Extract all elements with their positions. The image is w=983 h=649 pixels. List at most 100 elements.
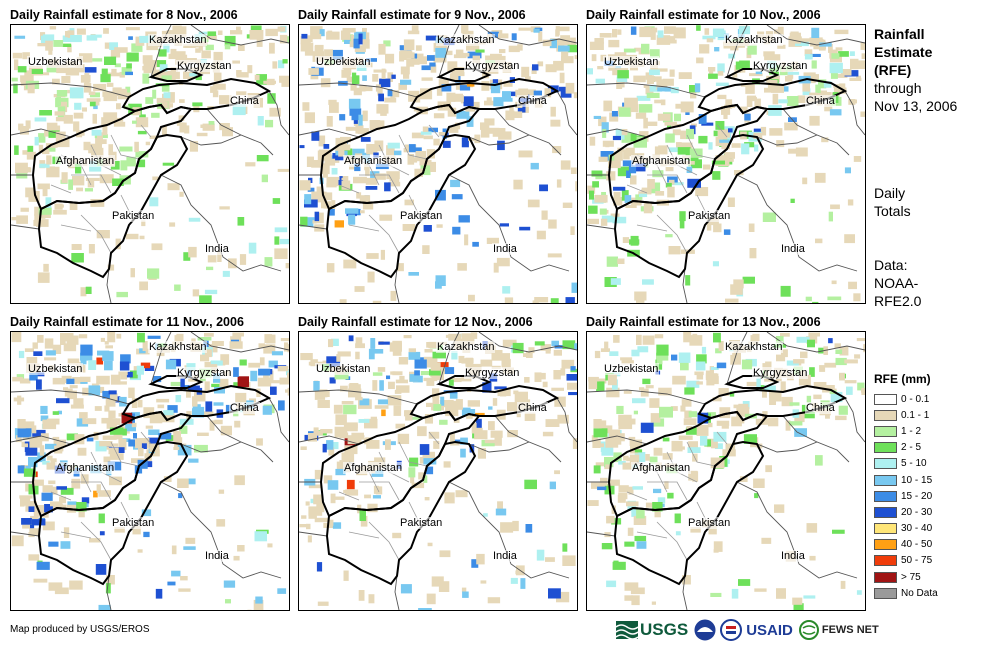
rainfall-cell [824, 362, 837, 368]
rainfall-cell [314, 45, 320, 54]
rainfall-cell [689, 85, 700, 93]
province-boundary [110, 441, 140, 467]
rainfall-cell [685, 275, 691, 286]
rainfall-cell [756, 443, 763, 449]
rainfall-cell [137, 459, 148, 469]
rainfall-cell [358, 114, 363, 126]
rainfall-cell [625, 147, 635, 157]
rainfall-cell [607, 374, 617, 386]
rainfall-cell [408, 467, 416, 478]
rainfall-cell [624, 195, 632, 203]
rainfall-cell [380, 249, 385, 260]
country-label-kyrgyzstan: Kyrgyzstan [464, 60, 521, 72]
rainfall-cell [487, 597, 501, 604]
rainfall-cell [94, 406, 102, 411]
rainfall-cell [211, 383, 225, 388]
rainfall-cell [777, 44, 786, 49]
country-border [299, 435, 360, 445]
rainfall-cell [107, 418, 121, 426]
rainfall-cell [98, 513, 105, 524]
rainfall-cell [69, 201, 78, 210]
rainfall-cell [139, 281, 148, 291]
rainfall-cell [635, 112, 647, 119]
rainfall-cell [554, 345, 566, 349]
rainfall-cell [366, 144, 378, 155]
rainfall-cell [299, 145, 305, 149]
rainfall-cell [52, 411, 59, 415]
rainfall-cell [707, 412, 716, 417]
rainfall-cell [102, 435, 117, 440]
rainfall-cell [622, 237, 630, 243]
rainfall-cell [864, 46, 865, 51]
rainfall-cell [46, 65, 61, 73]
rainfall-cell [512, 111, 523, 118]
rainfall-cell [525, 89, 536, 96]
rainfall-cell [861, 389, 865, 393]
rainfall-cell [184, 125, 190, 134]
rainfall-cell [67, 358, 80, 365]
rainfall-cell [26, 151, 36, 160]
rainfall-cell [668, 246, 681, 255]
rainfall-cell [742, 276, 755, 284]
rainfall-cell [561, 51, 569, 58]
rainfall-cell [195, 75, 202, 81]
rainfall-cell [93, 83, 107, 92]
rainfall-cell [838, 51, 849, 57]
rainfall-cell [656, 352, 669, 361]
rainfall-cell [121, 412, 133, 424]
rainfall-cell [379, 78, 391, 88]
rainfall-cell [745, 84, 755, 94]
country-label-afghanistan: Afghanistan [343, 155, 404, 167]
rainfall-cell [248, 362, 261, 368]
rainfall-cell [278, 400, 285, 411]
rainfall-cell [510, 577, 518, 584]
rainfall-cell [446, 92, 456, 102]
rainfall-cell [21, 518, 32, 525]
country-label-india: India [780, 550, 806, 562]
rainfall-cell [414, 359, 427, 369]
rainfall-cell [47, 455, 53, 461]
rainfall-cell [695, 361, 706, 371]
rainfall-cell [378, 93, 384, 102]
rainfall-cell [257, 377, 272, 387]
rainfall-cell [330, 338, 339, 346]
rainfall-cell [115, 238, 121, 250]
rainfall-cell [274, 248, 288, 259]
rainfall-cell [72, 176, 85, 186]
rainfall-cell [163, 44, 170, 53]
rainfall-cell [707, 376, 719, 385]
country-border [206, 415, 242, 443]
rainfall-cell [475, 427, 483, 432]
rainfall-cell [682, 575, 691, 585]
rainfall-cell [17, 419, 26, 429]
rainfall-cell [708, 525, 717, 535]
rainfall-cell [629, 104, 639, 113]
rainfall-cell [254, 74, 260, 81]
rainfall-cell [451, 351, 458, 360]
rainfall-cell [277, 26, 286, 32]
rainfall-cell [656, 79, 668, 91]
rainfall-cell [818, 79, 827, 89]
rainfall-cell [172, 25, 182, 36]
country-border [160, 481, 282, 579]
rainfall-cell [719, 139, 732, 143]
rainfall-cell [447, 107, 457, 117]
rainfall-cell [459, 85, 471, 91]
rainfall-cell [514, 391, 528, 403]
rainfall-cell [20, 207, 29, 212]
rainfall-cell [365, 177, 378, 185]
rainfall-cell [374, 405, 389, 409]
rainfall-cell [498, 33, 509, 39]
rainfall-cell [728, 53, 736, 59]
rainfall-cell [646, 92, 660, 98]
rainfall-cell [603, 100, 613, 112]
rainfall-cell [304, 194, 312, 205]
legend-label: 0 - 0.1 [901, 393, 930, 405]
rainfall-cell [518, 27, 532, 31]
country-border [106, 268, 112, 303]
rainfall-cell [830, 391, 843, 403]
rainfall-cell [656, 35, 671, 45]
rainfall-cell [343, 404, 357, 415]
rainfall-cell [830, 204, 840, 210]
rainfall-cell [553, 60, 564, 71]
